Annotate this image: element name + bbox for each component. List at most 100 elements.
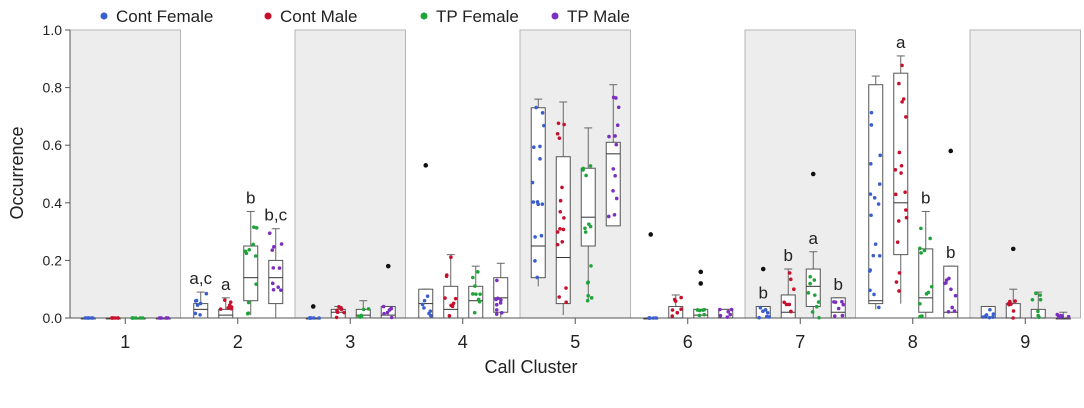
box-series — [80, 55, 1071, 320]
data-point — [813, 293, 817, 297]
data-point — [947, 276, 951, 281]
data-point — [869, 213, 873, 218]
data-point — [815, 304, 819, 309]
data-point — [309, 316, 314, 320]
data-point — [555, 242, 560, 247]
data-point — [1066, 314, 1071, 319]
data-point — [675, 310, 680, 315]
data-point — [929, 284, 934, 289]
data-point — [246, 300, 251, 305]
data-point — [868, 288, 872, 293]
box-cont-female-cluster-2 — [193, 291, 209, 319]
significance-label: b — [246, 188, 255, 207]
data-point — [670, 314, 675, 318]
data-point — [782, 300, 786, 305]
data-point — [476, 270, 480, 274]
data-point — [538, 144, 542, 149]
data-point — [312, 316, 316, 320]
data-point — [611, 167, 616, 171]
outlier-point — [385, 263, 391, 269]
box-cont-female-cluster-1 — [80, 316, 96, 320]
data-point — [897, 150, 902, 155]
data-point — [648, 316, 652, 320]
x-axis-title: Call Cluster — [484, 357, 577, 377]
data-point — [1055, 312, 1060, 317]
data-point — [535, 275, 539, 280]
data-point — [428, 309, 433, 313]
data-point — [113, 316, 118, 320]
data-point — [159, 316, 163, 320]
data-point — [611, 189, 615, 193]
box-iqr — [780, 294, 796, 319]
box-cont-male-cluster-5 — [555, 101, 571, 316]
data-point — [556, 121, 561, 126]
data-point — [919, 251, 923, 255]
data-point — [988, 307, 992, 312]
outlier-point — [810, 171, 816, 177]
data-point — [130, 316, 135, 320]
data-point — [817, 315, 821, 320]
data-point — [808, 274, 813, 279]
data-point — [251, 225, 256, 229]
data-point — [558, 198, 563, 203]
data-point — [816, 300, 821, 304]
data-point — [444, 273, 449, 277]
data-point — [904, 115, 908, 119]
box-tp-male-cluster-7 — [830, 297, 846, 319]
data-point — [953, 293, 958, 298]
significance-label: a — [221, 275, 231, 294]
data-point — [876, 202, 881, 206]
data-point — [244, 251, 249, 256]
data-point — [560, 239, 565, 244]
data-point — [1030, 297, 1035, 302]
data-point — [450, 304, 455, 309]
data-point — [587, 222, 591, 226]
data-point — [498, 301, 503, 305]
data-point — [897, 289, 901, 293]
axes — [69, 30, 1070, 319]
data-point — [991, 315, 995, 319]
data-point — [558, 210, 563, 214]
data-point — [277, 266, 282, 270]
data-point — [869, 110, 874, 115]
box-tp-female-cluster-2 — [243, 210, 259, 316]
outlier-point — [310, 304, 316, 309]
data-point — [897, 271, 902, 275]
data-point — [897, 81, 901, 86]
data-point — [558, 227, 562, 231]
box-tp-male-cluster-6 — [718, 307, 734, 319]
significance-label: a — [809, 229, 819, 248]
data-point — [561, 227, 566, 232]
data-point — [586, 293, 591, 298]
data-point — [473, 284, 477, 288]
box-tp-male-cluster-3 — [380, 263, 396, 320]
data-point — [564, 286, 568, 290]
data-point — [868, 161, 873, 166]
data-point — [271, 288, 276, 292]
box-tp-male-cluster-4 — [493, 262, 509, 318]
data-point — [877, 182, 882, 186]
cluster-band-1 — [69, 29, 181, 319]
data-point — [589, 264, 593, 268]
data-point — [222, 298, 227, 302]
data-point — [614, 142, 619, 147]
data-point — [872, 196, 877, 200]
data-point — [761, 309, 765, 314]
box-cont-female-cluster-9 — [980, 305, 996, 320]
data-point — [557, 136, 562, 140]
data-point — [877, 253, 882, 258]
legend-label: TP Male — [567, 7, 630, 26]
outlier-point — [1010, 246, 1016, 252]
legend-marker-tp-female — [420, 12, 428, 20]
data-point — [1038, 297, 1043, 302]
data-point — [900, 100, 904, 104]
data-point — [555, 131, 560, 136]
data-point — [832, 300, 836, 304]
data-point — [89, 316, 94, 320]
data-point — [726, 309, 731, 314]
data-point — [425, 294, 430, 298]
data-point — [987, 315, 992, 320]
data-point — [562, 122, 566, 127]
data-point — [873, 242, 878, 246]
